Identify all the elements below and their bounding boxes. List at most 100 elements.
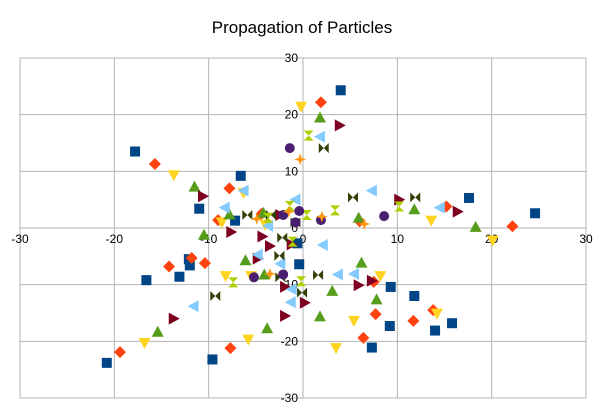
- y-tick-label: -20: [281, 334, 299, 348]
- circle-marker: [294, 206, 305, 216]
- square-marker: [230, 215, 241, 226]
- square-marker: [101, 357, 112, 368]
- star4-marker: [250, 212, 263, 225]
- bowtie-marker: [410, 192, 421, 203]
- triangle-up-marker: [355, 256, 368, 268]
- square-marker: [235, 170, 246, 181]
- square-marker: [530, 208, 541, 219]
- triangle-right-marker: [334, 119, 346, 132]
- triangle-right-marker: [198, 190, 210, 203]
- hourglass-marker: [394, 201, 405, 212]
- square-marker: [464, 192, 475, 203]
- square-marker: [174, 271, 185, 282]
- square-marker: [366, 342, 377, 353]
- triangle-up-marker: [197, 228, 210, 240]
- x-tick-label: -20: [106, 232, 124, 246]
- chart-title: Propagation of Particles: [211, 18, 393, 37]
- triangle-up-marker: [326, 284, 339, 296]
- hourglass-marker: [303, 130, 314, 141]
- triangle-right-marker: [452, 205, 464, 218]
- diamond-marker: [506, 220, 519, 233]
- square-marker: [184, 260, 195, 271]
- triangle-up-marker: [188, 180, 201, 192]
- circle-marker: [248, 272, 259, 283]
- triangle-right-marker: [280, 280, 292, 293]
- triangle-left-marker: [331, 268, 343, 281]
- x-tick-label: 0: [300, 232, 307, 246]
- axes: [20, 58, 586, 398]
- hourglass-marker: [228, 277, 239, 288]
- square-marker: [409, 291, 420, 301]
- data-points: [101, 85, 541, 368]
- bowtie-marker: [277, 232, 288, 243]
- triangle-up-marker: [469, 220, 482, 232]
- triangle-right-marker: [366, 274, 378, 287]
- triangle-down-marker: [295, 101, 308, 113]
- triangle-right-marker: [257, 230, 269, 243]
- triangle-left-marker: [433, 201, 445, 214]
- x-tick-label: 30: [579, 232, 593, 246]
- square-marker: [385, 281, 396, 292]
- triangle-left-marker: [218, 201, 230, 214]
- triangle-up-marker: [352, 211, 365, 223]
- diamond-marker: [148, 157, 161, 170]
- diamond-marker: [314, 96, 327, 109]
- triangle-up-marker: [261, 322, 274, 334]
- y-tick-label: 30: [285, 51, 299, 65]
- diamond-marker: [407, 314, 420, 327]
- circle-marker: [278, 269, 289, 280]
- triangle-down-marker: [219, 271, 232, 283]
- triangle-right-marker: [264, 240, 276, 253]
- triangle-left-marker: [237, 184, 249, 197]
- diamond-marker: [224, 342, 237, 355]
- hourglass-marker: [287, 236, 298, 247]
- triangle-up-marker: [313, 111, 326, 123]
- triangle-down-marker: [430, 308, 443, 320]
- y-tick-label: 0: [291, 221, 298, 235]
- diamond-marker: [163, 260, 176, 273]
- square-marker: [430, 325, 441, 336]
- square-marker: [384, 321, 395, 332]
- triangle-left-marker: [274, 257, 286, 270]
- y-tick-label: 10: [285, 164, 299, 178]
- x-tick-label: 10: [391, 232, 405, 246]
- bowtie-marker: [210, 291, 221, 301]
- y-tick-label: -30: [281, 391, 299, 405]
- hourglass-marker: [284, 200, 295, 211]
- x-tick-label: -30: [11, 232, 29, 246]
- triangle-right-marker: [226, 225, 238, 238]
- triangle-down-marker: [374, 271, 387, 283]
- hourglass-marker: [330, 205, 341, 216]
- triangle-up-marker: [408, 203, 421, 215]
- triangle-up-marker: [223, 208, 236, 220]
- triangle-right-marker: [299, 296, 311, 309]
- bowtie-marker: [297, 287, 308, 298]
- square-marker: [447, 318, 458, 329]
- triangle-left-marker: [284, 296, 296, 309]
- hourglass-marker: [263, 212, 274, 223]
- square-marker: [130, 146, 141, 157]
- bowtie-marker: [274, 250, 285, 261]
- diamond-marker: [369, 308, 382, 321]
- diamond-marker: [223, 182, 236, 195]
- square-marker: [292, 238, 303, 249]
- triangle-up-marker: [239, 254, 252, 266]
- triangle-right-marker: [168, 312, 180, 325]
- triangle-down-marker: [215, 217, 228, 229]
- diamond-marker: [357, 331, 370, 344]
- triangle-left-marker: [187, 300, 199, 313]
- triangle-left-marker: [316, 239, 328, 251]
- bowtie-marker: [242, 209, 253, 220]
- hourglass-marker: [296, 276, 307, 287]
- triangle-down-marker: [138, 338, 151, 350]
- triangle-left-marker: [251, 248, 263, 261]
- star4-marker: [315, 210, 328, 223]
- triangle-down-marker: [425, 215, 438, 227]
- diamond-marker: [198, 257, 211, 270]
- square-marker: [141, 275, 152, 286]
- diamond-marker: [113, 346, 126, 359]
- square-marker: [207, 354, 218, 365]
- triangle-right-marker: [353, 279, 365, 292]
